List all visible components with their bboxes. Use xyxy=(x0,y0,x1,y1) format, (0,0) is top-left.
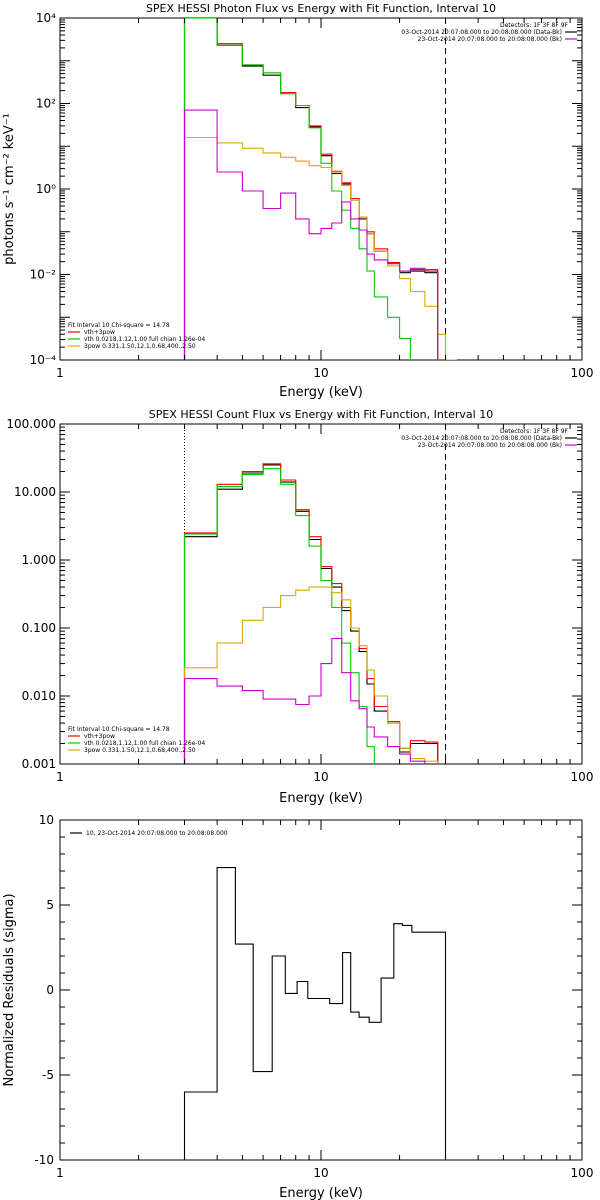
x-axis-label: Energy (keV) xyxy=(279,1186,363,1200)
y-tick-label: 0.010 xyxy=(22,689,56,703)
legend-entry: Fit Interval 10 Chi-square = 14.78 xyxy=(68,322,170,329)
legend-entry: 3pow 0.331,1.50,12.1,0.68,400.,2.50 xyxy=(84,747,196,754)
legend-entry: vth 0.0218,1.12,1.00 full chian 1.26e-04 xyxy=(84,336,205,343)
legend-entry: 03-Oct-2014 20:07:08.000 to 20:08:08.000… xyxy=(401,435,562,442)
legend-entry: 10, 23-Oct-2014 20:07:08.000 to 20:08:08… xyxy=(86,830,228,837)
photon-flux-panel: SPEX HESSI Photon Flux vs Energy with Fi… xyxy=(2,2,593,400)
series-10-23-oct-2014-20-07-08-000-to-20-08-08-000 xyxy=(183,867,447,1160)
series-layer xyxy=(183,424,447,764)
series-bk xyxy=(183,637,426,764)
legend-entry: Detectors: 1F 3F 8F 9F xyxy=(500,22,569,29)
x-axis-label: Energy (keV) xyxy=(279,385,363,400)
tick-layer: 1 10 100 -10 -5 0 5 10 xyxy=(34,813,593,1180)
series-vth xyxy=(183,18,411,360)
x-tick-label: 1 xyxy=(56,1166,64,1180)
y-tick-label: 1.000 xyxy=(22,553,56,567)
y-axis-label: photons s⁻¹ cm⁻² keV⁻¹ xyxy=(2,113,17,265)
x-tick-label: 10 xyxy=(313,1166,328,1180)
x-tick-label: 1 xyxy=(56,770,64,784)
series-bk xyxy=(183,109,439,360)
tick-layer: 1 10 100 0.001 0.010 0.100 1.000 10.000 100.000 xyxy=(6,417,593,784)
legend-entry: 3pow 0.331,1.50,12.1,0.68,400.,2.50 xyxy=(84,343,196,350)
legend-entry: Fit Interval 10 Chi-square = 14.78 xyxy=(68,726,170,733)
legend-entry: 23-Oct-2014 20:07:08.000 to 20:08:08.000… xyxy=(418,442,562,449)
y-tick-label: 0.001 xyxy=(22,757,56,771)
series-vth-3pow xyxy=(183,18,439,360)
series-layer xyxy=(183,18,457,360)
y-tick-label: 10² xyxy=(36,97,56,111)
plot-frame xyxy=(59,423,583,765)
y-tick-label: 0.100 xyxy=(22,621,56,635)
y-tick-label: 10⁻² xyxy=(30,268,57,282)
x-tick-label: 10 xyxy=(313,770,328,784)
series-vth xyxy=(183,468,375,764)
x-tick-label: 100 xyxy=(571,1166,594,1180)
series-data-bk xyxy=(183,18,439,360)
y-tick-label: 100.000 xyxy=(6,417,56,431)
legend-entry: vth+3pow xyxy=(84,733,115,740)
legend-entry: vth 0.0218,1.12,1.00 full chian 1.26e-04 xyxy=(84,740,205,747)
chart-title: SPEX HESSI Photon Flux vs Energy with Fi… xyxy=(146,2,496,15)
x-tick-label: 10 xyxy=(313,366,328,380)
series-3pow xyxy=(183,586,439,764)
y-tick-label: 10⁰ xyxy=(36,182,56,196)
x-tick-label: 100 xyxy=(571,770,594,784)
plot-frame xyxy=(59,17,583,361)
series-data-bk xyxy=(183,464,439,764)
y-tick-label: 10 xyxy=(39,813,54,827)
legend-entry: 23-Oct-2014 20:07:08.000 to 20:08:08.000… xyxy=(418,36,562,43)
legend-entry: vth+3pow xyxy=(84,329,115,336)
y-tick-label: 10⁻⁴ xyxy=(30,353,57,367)
y-tick-label: 10⁴ xyxy=(36,11,56,25)
y-tick-label: -5 xyxy=(42,1068,54,1082)
count-flux-panel: SPEX HESSI Count Flux vs Energy with Fit… xyxy=(6,408,593,806)
y-tick-label: 10.000 xyxy=(14,485,56,499)
y-tick-label: -10 xyxy=(34,1153,54,1167)
residuals-panel: Energy (keV) Normalized Residuals (sigma… xyxy=(2,813,593,1200)
x-axis-label: Energy (keV) xyxy=(279,791,363,806)
chart-title: SPEX HESSI Count Flux vs Energy with Fit… xyxy=(149,408,493,421)
series-vth-3pow xyxy=(183,463,439,764)
x-tick-label: 100 xyxy=(571,366,594,380)
y-tick-label: 0 xyxy=(46,983,54,997)
legend: 10, 23-Oct-2014 20:07:08.000 to 20:08:08… xyxy=(70,830,228,837)
x-tick-label: 1 xyxy=(56,366,64,380)
legend-entry: 03-Oct-2014 20:07:08.000 to 20:08:08.000… xyxy=(401,29,562,36)
series-layer xyxy=(183,867,447,1160)
tick-layer: 1 10 100 10⁻⁴ 10⁻² 10⁰ 10² 10⁴ xyxy=(30,11,594,380)
series-3pow xyxy=(183,136,457,360)
plot-frame xyxy=(59,819,583,1161)
legend-entry: Detectors: 1F 3F 8F 9F xyxy=(500,428,569,435)
y-axis-label: Normalized Residuals (sigma) xyxy=(2,893,17,1086)
y-tick-label: 5 xyxy=(46,898,54,912)
